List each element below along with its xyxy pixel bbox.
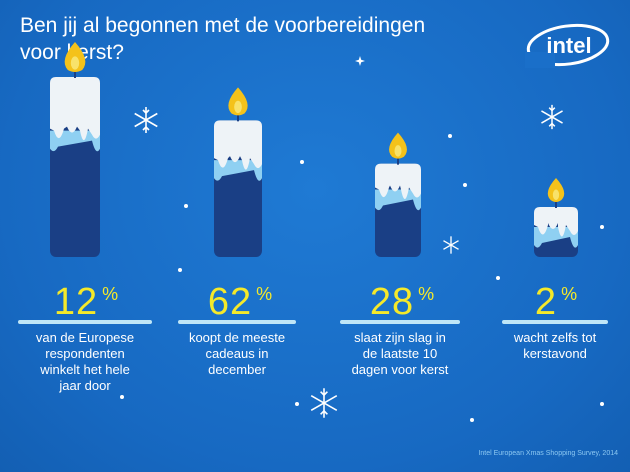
percent-sign-1: % [102, 284, 119, 304]
snow-dot [496, 276, 500, 280]
percent-label-2: 62% [194, 281, 286, 323]
candle-wick-2 [237, 112, 239, 122]
snow-dot [120, 395, 124, 399]
description-3-line: dagen voor kerst [351, 362, 449, 377]
divider-2 [178, 320, 296, 324]
intel-logo-text: intel [546, 33, 591, 58]
description-3-line: slaat zijn slag in [354, 330, 446, 345]
divider-3 [340, 320, 460, 324]
percent-value-4: 2 [534, 281, 558, 323]
percent-label-4: 2% [510, 281, 602, 323]
source-note: Intel European Xmas Shopping Survey, 201… [478, 450, 618, 457]
snowflake-icon [541, 104, 563, 130]
snow-dot [300, 160, 304, 164]
description-2: koopt de meeste cadeaus in december [172, 330, 302, 378]
description-1-line: winkelt het hele [40, 362, 130, 377]
description-2-line: cadeaus in [205, 346, 269, 361]
description-1: van de Europese respondenten winkelt het… [18, 330, 152, 394]
candle-wick-4 [555, 199, 557, 208]
candle-wax-2 [214, 120, 262, 170]
snow-dot [600, 225, 604, 229]
description-3: slaat zijn slag in de laatste 10 dagen v… [334, 330, 466, 378]
snow-dot [463, 183, 467, 187]
percent-value-2: 62 [207, 281, 253, 323]
flame-core [70, 56, 80, 70]
percent-sign-2: % [256, 284, 273, 304]
candle-drip-1 [50, 130, 100, 152]
intel-logo: intel [525, 23, 610, 68]
description-3-line: de laatste 10 [362, 346, 438, 361]
candle-wax-4 [534, 207, 578, 237]
description-1-line: respondenten [45, 346, 125, 361]
snow-dot [600, 402, 604, 406]
candle-wick-3 [397, 155, 399, 165]
snow-dot [295, 402, 299, 406]
divider-4 [502, 320, 608, 324]
percent-value-3: 28 [369, 281, 415, 323]
description-4-line: wacht zelfs tot [513, 330, 597, 345]
flame-core [234, 100, 242, 114]
description-4: wacht zelfs tot kerstavond [496, 330, 614, 362]
description-1-line: jaar door [59, 378, 111, 393]
flame-core [394, 145, 402, 157]
percent-sign-3: % [418, 284, 435, 304]
sparkle-icon [355, 56, 365, 66]
snow-dot [448, 134, 452, 138]
snowflake-icon [134, 107, 158, 133]
snowflake-icon [310, 388, 338, 418]
description-2-line: december [208, 362, 266, 377]
divider-1 [18, 320, 152, 324]
percent-sign-4: % [561, 284, 578, 304]
candle-drip-3 [375, 189, 421, 211]
candle-wax-3 [375, 163, 421, 200]
description-2-line: koopt de meeste [188, 330, 286, 345]
snow-dot [178, 268, 182, 272]
percent-label-3: 28% [356, 281, 448, 323]
candle-wick-1 [74, 69, 76, 78]
title-line-1: Ben jij al begonnen met de voorbereiding… [20, 14, 426, 37]
description-4-line: kerstavond [523, 346, 587, 361]
percent-value-1: 12 [53, 281, 99, 323]
snow-dot [184, 204, 188, 208]
candle-wax-1 [50, 77, 100, 141]
description-1-line: van de Europese [35, 330, 135, 345]
candle-drip-2 [214, 160, 262, 181]
percent-label-1: 12% [40, 281, 132, 323]
snowflake-icon [443, 236, 459, 254]
flame-core [552, 189, 560, 201]
snow-dot [470, 418, 474, 422]
